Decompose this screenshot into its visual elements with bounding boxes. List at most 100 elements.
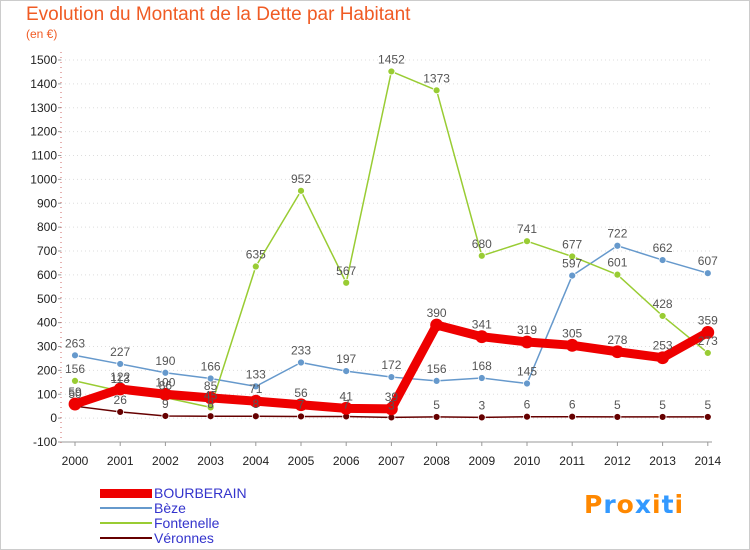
data-label-bourberain: 56	[294, 386, 308, 400]
logo-letter: x	[634, 490, 652, 519]
data-point-fontenelle	[342, 278, 351, 287]
data-label-v-ronnes: 26	[114, 393, 128, 407]
data-label-b-ze: 662	[653, 241, 673, 255]
data-label-b-ze: 190	[155, 354, 175, 368]
data-label-b-ze: 597	[562, 257, 582, 271]
data-point-b-ze	[523, 379, 531, 388]
data-label-fontenelle: 156	[65, 362, 85, 376]
data-label-b-ze: 722	[607, 227, 627, 241]
data-point-v-ronnes	[658, 413, 667, 421]
data-point-v-ronnes	[613, 413, 622, 421]
data-label-b-ze: 227	[110, 345, 130, 359]
data-label-v-ronnes: 6	[524, 398, 531, 412]
data-label-v-ronnes: 5	[433, 398, 440, 412]
x-tick-label: 2001	[107, 454, 134, 468]
logo-letter: o	[616, 490, 635, 519]
data-label-b-ze: 145	[517, 365, 537, 379]
data-point-fontenelle	[703, 349, 712, 357]
data-label-v-ronnes: 50	[68, 387, 82, 401]
data-point-v-ronnes	[161, 412, 170, 420]
data-point-b-ze	[251, 382, 260, 391]
data-point-bourberain	[475, 330, 489, 344]
data-label-fontenelle: 567	[336, 264, 356, 278]
x-tick-label: 2003	[197, 454, 224, 468]
data-label-fontenelle: 1452	[378, 52, 405, 66]
data-label-v-ronnes: 7	[343, 397, 350, 411]
data-label-bourberain: 305	[562, 326, 582, 340]
y-tick-label: 200	[37, 363, 57, 377]
data-point-v-ronnes	[206, 412, 215, 421]
y-tick-label: 1200	[30, 125, 57, 139]
data-point-bourberain	[701, 326, 715, 339]
data-point-v-ronnes	[568, 412, 577, 421]
data-label-fontenelle: 741	[517, 222, 537, 236]
data-point-fontenelle	[432, 86, 441, 95]
data-label-bourberain: 359	[698, 313, 718, 327]
y-tick-label: 700	[37, 244, 57, 258]
logo-letter: i	[652, 490, 662, 519]
data-point-v-ronnes	[432, 413, 441, 421]
data-point-bourberain	[430, 318, 444, 332]
data-label-bourberain: 253	[653, 339, 673, 353]
data-point-b-ze	[71, 351, 79, 360]
y-tick-label: 800	[37, 220, 57, 234]
data-label-b-ze: 166	[201, 359, 221, 373]
data-label-fontenelle: 273	[698, 334, 718, 348]
data-label-v-ronnes: 6	[569, 398, 576, 412]
data-point-v-ronnes	[297, 412, 305, 421]
y-tick-label: 0	[50, 411, 57, 425]
legend-label: Véronnes	[154, 530, 214, 546]
data-point-bourberain	[294, 398, 308, 412]
data-label-v-ronnes: 9	[162, 397, 169, 411]
logo-letter: P	[584, 490, 604, 519]
y-tick-label: -100	[33, 435, 57, 449]
axis-layer: -100 0 100 200 300 400 500 600 700 800 900 1000 1100…	[30, 52, 721, 468]
data-point-b-ze	[387, 373, 396, 381]
data-point-bourberain	[611, 345, 624, 359]
data-label-b-ze: 263	[65, 336, 85, 350]
data-label-b-ze: 133	[246, 367, 266, 381]
logo-letter: t	[661, 490, 675, 519]
data-point-fontenelle	[71, 376, 79, 385]
data-label-b-ze: 197	[336, 352, 356, 366]
data-point-bourberain	[158, 387, 172, 401]
data-label-fontenelle: 45	[204, 388, 218, 402]
data-label-v-ronnes: 8	[252, 397, 259, 411]
legend-label: BOURBERAIN	[154, 485, 247, 501]
data-label-fontenelle: 428	[653, 297, 673, 311]
data-point-fontenelle	[568, 252, 577, 261]
data-point-fontenelle	[387, 67, 396, 76]
data-point-b-ze	[297, 358, 305, 367]
data-point-bourberain	[249, 394, 263, 408]
data-point-bourberain	[384, 402, 398, 416]
x-tick-label: 2009	[468, 454, 495, 468]
data-point-v-ronnes	[251, 412, 260, 421]
data-point-bourberain	[204, 391, 218, 405]
x-tick-label: 2006	[333, 454, 360, 468]
legend-swatch	[100, 537, 152, 539]
data-point-bourberain	[339, 401, 353, 415]
data-label-v-ronnes: 5	[614, 398, 621, 412]
x-tick-label: 2010	[514, 454, 541, 468]
x-tick-label: 2002	[152, 454, 179, 468]
series-layer	[68, 67, 715, 422]
data-point-b-ze	[568, 271, 577, 280]
legend-swatch	[100, 488, 152, 498]
x-tick-label: 2007	[378, 454, 405, 468]
data-point-bourberain	[68, 397, 82, 411]
data-label-bourberain: 341	[472, 318, 492, 332]
data-label-b-ze: 156	[427, 362, 447, 376]
data-label-bourberain: 41	[340, 389, 354, 403]
data-label-fontenelle: 952	[291, 172, 311, 186]
x-tick-label: 2014	[694, 454, 721, 468]
data-point-fontenelle	[523, 237, 531, 246]
y-tick-label: 1000	[30, 172, 57, 186]
y-tick-label: 1300	[30, 101, 57, 115]
proxiti-logo: Proxiti	[584, 490, 684, 519]
x-tick-label: 2004	[242, 454, 269, 468]
data-point-fontenelle	[251, 262, 260, 271]
data-label-bourberain: 390	[427, 306, 447, 320]
data-point-b-ze	[116, 360, 125, 368]
